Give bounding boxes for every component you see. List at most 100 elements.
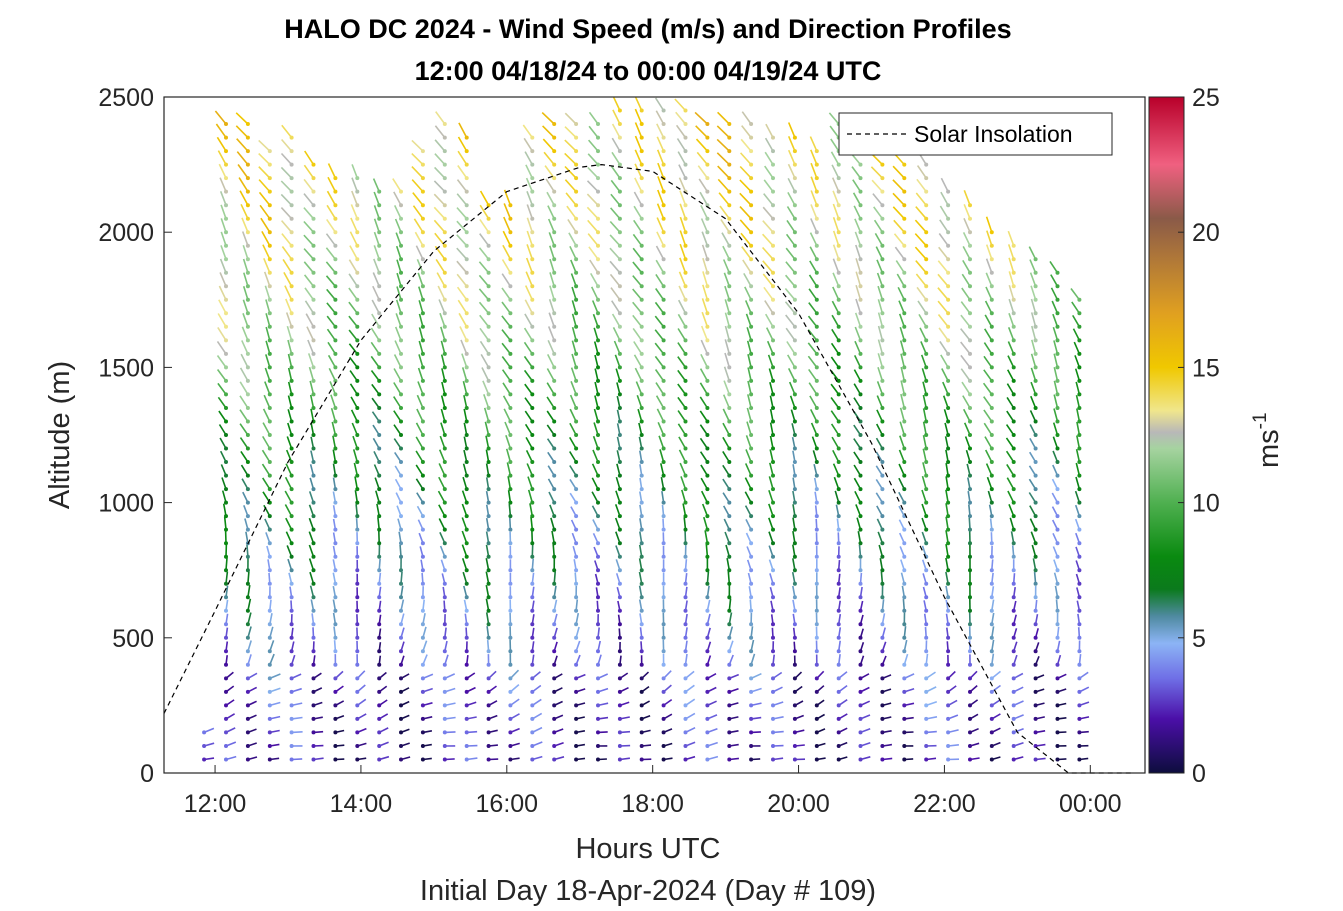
- wind-barb-dot: [858, 257, 863, 262]
- wind-barb-dot: [617, 338, 622, 343]
- wind-barb-dot: [464, 595, 469, 600]
- wind-barb-dot: [377, 338, 382, 343]
- wind-barb-dot: [858, 406, 863, 410]
- colorbar-tick-label: 25: [1192, 84, 1220, 112]
- wind-barb: [892, 165, 905, 179]
- wind-barb: [377, 517, 380, 530]
- wind-barb: [286, 436, 293, 449]
- wind-barb-dot: [771, 500, 775, 505]
- wind-barb-dot: [289, 419, 294, 424]
- wind-barb-dot: [552, 622, 557, 627]
- wind-barb-dot: [661, 338, 666, 343]
- wind-barb: [502, 382, 512, 395]
- wind-barb-dot: [552, 608, 557, 613]
- wind-barb: [457, 299, 468, 314]
- wind-barb: [549, 272, 555, 287]
- wind-barb-dot: [596, 635, 600, 640]
- wind-barb-dot: [420, 514, 425, 519]
- wind-barb: [587, 219, 599, 233]
- wind-barb-dot: [880, 216, 885, 221]
- wind-barb-dot: [333, 744, 338, 748]
- wind-barb: [900, 380, 906, 395]
- wind-barb-dot: [705, 351, 710, 356]
- wind-barb-dot: [224, 514, 228, 519]
- wind-barb-dot: [705, 392, 710, 397]
- wind-barb-dot: [727, 176, 732, 181]
- wind-barb: [1032, 558, 1037, 571]
- wind-barb-dot: [333, 270, 338, 275]
- wind-barb-dot: [989, 406, 994, 410]
- wind-barb-dot: [420, 270, 425, 275]
- wind-barb: [945, 530, 949, 544]
- wind-barb-dot: [311, 365, 316, 370]
- wind-barb-dot: [224, 635, 228, 640]
- wind-barb-dot: [792, 716, 797, 721]
- wind-barb-dot: [508, 676, 513, 681]
- wind-barb: [942, 395, 949, 409]
- wind-barb-dot: [858, 757, 863, 762]
- wind-barb-dot: [552, 419, 557, 424]
- wind-barb: [240, 450, 249, 463]
- wind-barb-dot: [552, 595, 557, 600]
- wind-barb: [963, 204, 971, 219]
- wind-barb-dot: [267, 378, 272, 383]
- wind-barb: [479, 233, 490, 247]
- wind-barb-dot: [792, 649, 797, 654]
- wind-barb-dot: [858, 365, 863, 370]
- wind-barb-dot: [968, 365, 972, 370]
- wind-barb-dot: [596, 365, 600, 370]
- wind-barb-dot: [1077, 433, 1082, 437]
- wind-barb-dot: [836, 595, 841, 600]
- wind-barb-dot: [245, 338, 250, 343]
- wind-barb: [241, 326, 249, 341]
- wind-barb: [1005, 450, 1015, 463]
- wind-barb-dot: [968, 635, 972, 640]
- wind-barb-dot: [968, 216, 972, 221]
- wind-barb: [218, 299, 227, 314]
- wind-barb: [1076, 421, 1081, 436]
- wind-barb-dot: [1055, 433, 1060, 437]
- wind-barb: [281, 124, 293, 139]
- wind-barb: [479, 327, 490, 341]
- wind-barb: [894, 246, 905, 260]
- x-tick-label: 22:00: [913, 790, 976, 818]
- wind-barb: [434, 153, 446, 166]
- wind-barb-dot: [661, 487, 666, 492]
- wind-barb: [876, 272, 884, 287]
- wind-barb-dot: [355, 406, 360, 410]
- wind-barb: [461, 517, 468, 530]
- wind-barb: [963, 422, 971, 436]
- wind-barb-dot: [224, 338, 228, 343]
- wind-barb: [610, 287, 621, 301]
- wind-barb-dot: [683, 122, 688, 126]
- wind-barb-dot: [1055, 730, 1060, 735]
- wind-barb-dot: [617, 108, 622, 113]
- wind-barb-dot: [399, 757, 403, 762]
- wind-barb: [478, 288, 490, 301]
- wind-barb: [745, 313, 752, 328]
- wind-barb: [718, 192, 730, 206]
- wind-barb-dot: [683, 541, 688, 546]
- wind-barb-dot: [727, 568, 732, 573]
- wind-barb: [411, 166, 424, 179]
- wind-barb: [916, 165, 927, 179]
- wind-barb-dot: [1077, 744, 1082, 748]
- wind-barb-dot: [639, 514, 644, 519]
- wind-barb-dot: [989, 527, 994, 532]
- wind-barb-dot: [596, 703, 600, 708]
- wind-barb: [656, 217, 665, 233]
- wind-barb-dot: [1055, 365, 1060, 370]
- wind-barb: [941, 368, 949, 382]
- wind-barb-dot: [792, 406, 797, 410]
- wind-barb: [348, 287, 358, 301]
- wind-barb-dot: [1055, 351, 1060, 356]
- wind-barb-dot: [245, 446, 250, 451]
- wind-barb-dot: [683, 365, 688, 370]
- wind-barb-dot: [683, 392, 688, 397]
- x-tick-label: 20:00: [767, 790, 830, 818]
- wind-barb-dot: [289, 554, 294, 559]
- wind-barb-dot: [464, 297, 469, 302]
- wind-barb-dot: [245, 568, 250, 573]
- wind-barb-dot: [902, 243, 907, 248]
- wind-barb: [739, 219, 752, 233]
